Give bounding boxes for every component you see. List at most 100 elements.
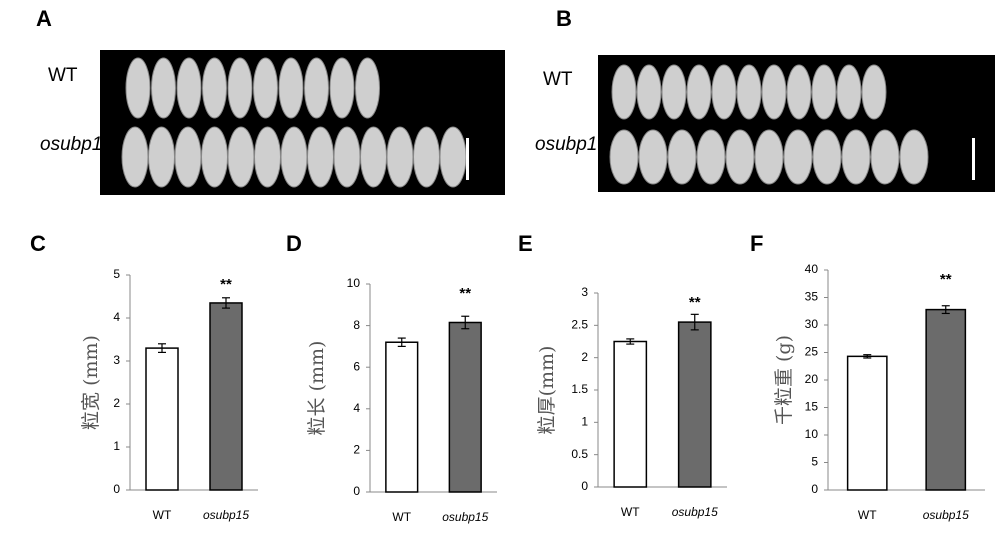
x-tick-label: osubp15 [923, 508, 969, 522]
sample-label: osubp15 [40, 134, 113, 155]
grain [201, 126, 228, 188]
x-tick-label: WT [621, 505, 640, 519]
grain [667, 129, 697, 185]
y-tick-label: 4 [353, 401, 360, 415]
x-tick-label: WT [392, 510, 411, 524]
grain [861, 64, 887, 120]
panel-letter: D [286, 231, 302, 256]
error-bar [626, 338, 635, 345]
x-tick-label: WT [153, 508, 172, 522]
grain [783, 129, 813, 185]
significance-annotation: ** [220, 276, 232, 293]
grain [360, 126, 387, 188]
grain [761, 64, 787, 120]
grain [899, 129, 929, 185]
grain [812, 129, 842, 185]
y-tick-label: 40 [805, 262, 819, 276]
panel-letter: E [518, 231, 533, 256]
bar [925, 308, 967, 491]
y-axis-label: 粒厚(mm) [536, 346, 558, 435]
grain [355, 57, 380, 119]
grain [754, 129, 784, 185]
grain [333, 126, 361, 188]
grain [280, 126, 308, 188]
y-axis-label: 粒宽 (mm) [80, 335, 102, 430]
grain [413, 126, 440, 188]
grain [254, 126, 281, 188]
bar [209, 302, 243, 491]
grain [278, 57, 304, 119]
error-bar [941, 305, 950, 315]
sample-label: osubp15 [535, 134, 608, 155]
y-tick-label: 0 [113, 482, 120, 496]
grain [611, 64, 637, 120]
grain [711, 64, 737, 120]
significance-annotation: ** [689, 294, 701, 311]
y-tick-label: 0 [811, 482, 818, 496]
y-tick-label: 2 [113, 396, 120, 410]
y-tick-label: 20 [805, 372, 819, 386]
scale-bar [466, 138, 469, 180]
sample-label: WT [543, 69, 573, 90]
y-tick-label: 8 [353, 318, 360, 332]
y-tick-label: 5 [811, 455, 818, 469]
grain [836, 64, 862, 120]
bar [677, 321, 712, 488]
panel-letter: B [556, 6, 572, 31]
grain [841, 129, 871, 185]
panel-letter: A [36, 6, 52, 31]
y-tick-label: 1.5 [571, 382, 588, 396]
y-axis-label: 粒长 (mm) [306, 341, 328, 436]
panel-letter: F [750, 231, 763, 256]
grain [174, 126, 202, 188]
bar [385, 341, 419, 493]
y-tick-label: 3 [581, 285, 588, 299]
grain [307, 126, 334, 188]
error-bar [461, 315, 470, 330]
y-tick-label: 4 [113, 310, 120, 324]
y-tick-label: 0.5 [571, 447, 588, 461]
grain [304, 57, 329, 119]
grain [609, 129, 639, 185]
y-tick-label: 10 [347, 276, 361, 290]
y-axis-label: 千粒重 (g) [773, 335, 795, 425]
grain [202, 57, 227, 119]
y-tick-label: 0 [581, 479, 588, 493]
bar [145, 347, 179, 491]
grain [638, 129, 668, 185]
grain [253, 57, 278, 119]
error-bar [863, 354, 872, 359]
y-tick-label: 2.5 [571, 318, 588, 332]
bar [448, 321, 482, 493]
error-bar [690, 313, 699, 331]
y-tick-label: 2 [581, 350, 588, 364]
y-tick-label: 3 [113, 353, 120, 367]
grain [725, 129, 755, 185]
grain [439, 126, 467, 188]
grain [121, 126, 149, 188]
y-tick-label: 0 [353, 484, 360, 498]
y-tick-label: 35 [805, 290, 819, 304]
y-tick-label: 1 [581, 415, 588, 429]
y-tick-label: 6 [353, 359, 360, 373]
significance-annotation: ** [459, 285, 471, 302]
grain [811, 64, 837, 120]
y-tick-label: 15 [805, 400, 819, 414]
x-tick-label: osubp15 [672, 505, 718, 519]
grain [176, 57, 202, 119]
x-tick-label: osubp15 [203, 508, 249, 522]
y-tick-label: 25 [805, 345, 819, 359]
grain [151, 57, 176, 119]
bar [846, 355, 888, 491]
bar [613, 340, 648, 488]
grain [227, 57, 253, 119]
grain [148, 126, 175, 188]
x-tick-label: WT [858, 508, 877, 522]
panel-letter: C [30, 231, 46, 256]
grain [696, 129, 726, 185]
y-tick-label: 30 [805, 317, 819, 331]
grain [227, 126, 255, 188]
grain [786, 64, 812, 120]
sample-label: WT [48, 65, 78, 86]
